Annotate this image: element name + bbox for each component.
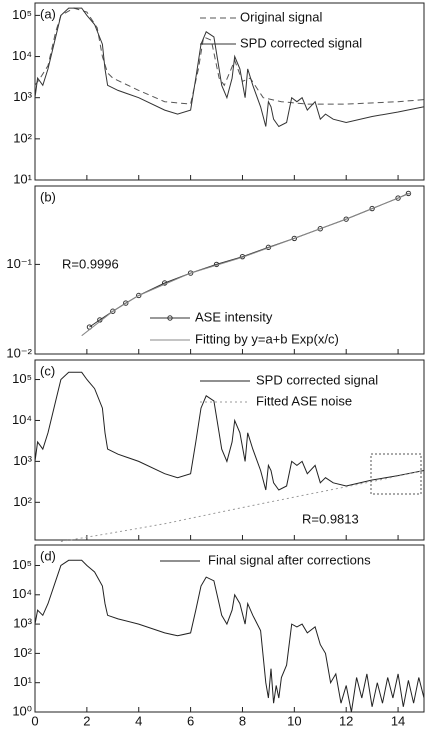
x-tick-label: 8 xyxy=(239,713,246,728)
plot-frame xyxy=(34,185,425,355)
y-tick-label: 10² xyxy=(13,130,32,145)
y-tick-label: 10¹ xyxy=(13,171,32,186)
y-tick-label: 10⁴ xyxy=(12,586,32,601)
plot-frame xyxy=(34,359,425,541)
legend-label: SPD corrected signal xyxy=(240,35,362,50)
y-tick-label: 10¹ xyxy=(13,674,32,689)
series-line xyxy=(81,192,412,337)
y-tick-label: 10⁻¹ xyxy=(6,256,32,271)
y-tick-label: 10⁵ xyxy=(12,557,32,572)
data-point xyxy=(123,300,129,306)
data-point xyxy=(343,216,349,222)
y-tick-label: 10⁻² xyxy=(6,345,32,360)
data-point xyxy=(395,195,401,201)
data-point xyxy=(136,292,142,299)
y-tick-label: 10⁵ xyxy=(12,7,32,22)
legend-label: Fitted ASE noise xyxy=(256,393,352,408)
panel-label: (a) xyxy=(40,6,56,21)
panel-label: (d) xyxy=(40,548,56,563)
panel-label: (b) xyxy=(40,189,56,204)
legend-label: SPD corrected signal xyxy=(256,372,378,387)
y-tick-label: 10⁵ xyxy=(12,371,32,386)
legend-label: ASE intensity xyxy=(195,309,273,324)
series-line xyxy=(34,371,425,491)
data-point xyxy=(110,308,116,314)
series-line xyxy=(34,7,425,128)
data-point xyxy=(369,205,375,212)
y-tick-label: 10³ xyxy=(13,616,32,631)
legend-label: Original signal xyxy=(240,9,322,24)
x-tick-label: 4 xyxy=(135,713,142,728)
x-tick-label: 10 xyxy=(287,713,301,728)
series-line xyxy=(60,470,425,542)
y-tick-label: 10³ xyxy=(13,89,32,104)
zoom-box xyxy=(370,453,422,495)
data-point xyxy=(187,270,194,276)
x-tick-label: 6 xyxy=(187,713,194,728)
y-tick-label: 10⁴ xyxy=(12,48,32,63)
data-point xyxy=(291,235,298,242)
annotation: R=0.9813 xyxy=(302,511,359,526)
x-tick-label: 2 xyxy=(83,713,90,728)
plot-frame xyxy=(34,2,425,181)
legend-label: Final signal after corrections xyxy=(208,552,371,567)
x-tick-label: 12 xyxy=(339,713,353,728)
data-point xyxy=(317,226,323,232)
legend-marker xyxy=(167,315,173,321)
legend-label: Fitting by y=a+b Exp(x/c) xyxy=(195,331,339,346)
y-tick-label: 10⁴ xyxy=(12,412,32,427)
y-tick-label: 10² xyxy=(13,494,32,509)
x-tick-label: 0 xyxy=(31,713,38,728)
series-line xyxy=(34,559,425,713)
y-tick-label: 10³ xyxy=(13,453,32,468)
series-line xyxy=(34,7,425,105)
plot-frame xyxy=(34,544,425,713)
y-tick-label: 10⁰ xyxy=(12,703,32,718)
x-tick-label: 14 xyxy=(391,713,405,728)
y-tick-label: 10² xyxy=(13,645,32,660)
annotation: R=0.9996 xyxy=(62,256,119,271)
panel-label: (c) xyxy=(40,363,55,378)
